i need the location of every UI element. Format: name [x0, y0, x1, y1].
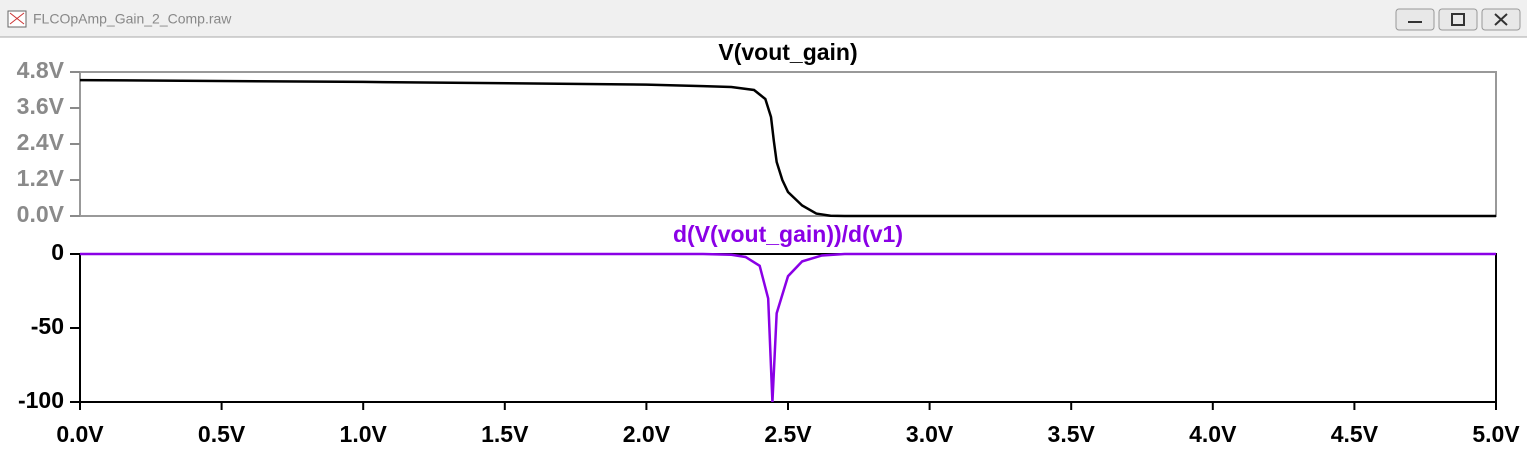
y-tick-label: 0.0V — [17, 201, 65, 227]
window-title: FLCOpAmp_Gain_2_Comp.raw — [33, 11, 232, 27]
y-tick-label: -50 — [31, 313, 64, 339]
app-icon-glyph — [9, 12, 25, 25]
minimize-button[interactable] — [1395, 8, 1435, 31]
maximize-button[interactable] — [1438, 8, 1478, 31]
x-tick-label: 2.5V — [764, 421, 812, 447]
close-glyph — [1494, 13, 1508, 26]
x-tick-label: 4.0V — [1189, 421, 1237, 447]
y-tick-label: 1.2V — [17, 165, 65, 191]
x-tick-label: 0.0V — [56, 421, 104, 447]
plot-title: d(V(vout_gain))/d(v1) — [673, 221, 903, 247]
y-tick-label: 2.4V — [17, 129, 65, 155]
x-tick-label: 2.0V — [623, 421, 671, 447]
maximize-glyph — [1451, 13, 1465, 26]
x-tick-label: 4.5V — [1331, 421, 1379, 447]
x-tick-label: 5.0V — [1472, 421, 1520, 447]
data-line — [80, 252, 1496, 403]
x-tick-label: 0.5V — [198, 421, 246, 447]
y-tick-label: 0 — [51, 239, 64, 265]
x-tick-label: 1.5V — [481, 421, 529, 447]
title-bar — [0, 0, 1527, 37]
data-line — [79, 78, 1496, 218]
y-tick-label: 3.6V — [17, 93, 65, 119]
x-tick-label: 1.0V — [340, 421, 388, 447]
plot-title: V(vout_gain) — [718, 39, 857, 65]
x-tick-label: 3.5V — [1048, 421, 1096, 447]
y-tick-label: -100 — [18, 387, 64, 413]
x-tick-label: 3.0V — [906, 421, 954, 447]
y-tick-label: 4.8V — [17, 57, 65, 83]
